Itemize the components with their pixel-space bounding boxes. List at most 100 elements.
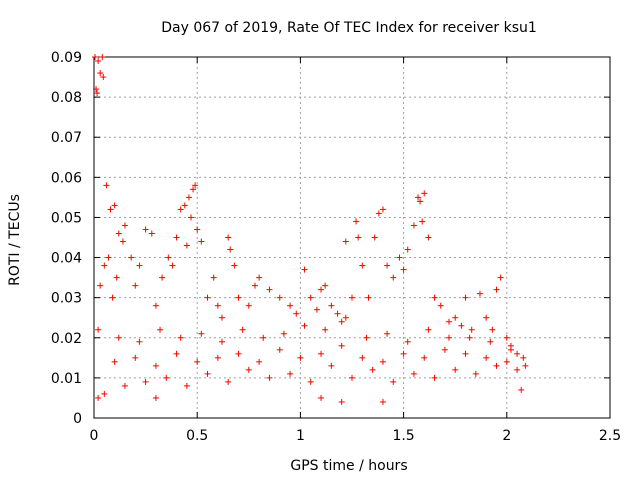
data-point bbox=[483, 354, 490, 361]
data-point bbox=[173, 234, 180, 241]
data-point bbox=[169, 262, 176, 269]
data-point bbox=[371, 234, 378, 241]
y-axis-label: ROTI / TECUs bbox=[7, 194, 23, 286]
chart-title: Day 067 of 2019, Rate Of TEC Index for r… bbox=[161, 20, 537, 36]
y-tick-label: 0.01 bbox=[51, 371, 82, 387]
data-point bbox=[177, 206, 184, 213]
data-point bbox=[359, 354, 366, 361]
data-point bbox=[328, 362, 335, 369]
data-point bbox=[293, 310, 300, 317]
data-point bbox=[152, 394, 159, 401]
data-point bbox=[95, 58, 102, 65]
data-point bbox=[355, 234, 362, 241]
data-point bbox=[136, 338, 143, 345]
data-point bbox=[194, 226, 201, 233]
data-point bbox=[100, 74, 107, 81]
data-point bbox=[400, 350, 407, 357]
data-point bbox=[95, 326, 102, 333]
data-point bbox=[113, 274, 120, 281]
x-tick-label: 0 bbox=[90, 428, 99, 444]
data-point bbox=[245, 302, 252, 309]
data-point bbox=[101, 390, 108, 397]
data-point bbox=[225, 234, 232, 241]
data-point bbox=[163, 374, 170, 381]
data-point bbox=[235, 294, 242, 301]
data-point bbox=[95, 394, 102, 401]
data-point bbox=[483, 314, 490, 321]
data-point bbox=[497, 274, 504, 281]
data-point bbox=[390, 378, 397, 385]
data-point bbox=[266, 374, 273, 381]
data-point bbox=[121, 222, 128, 229]
data-point bbox=[214, 302, 221, 309]
data-point bbox=[338, 398, 345, 405]
data-point bbox=[111, 202, 118, 209]
data-point bbox=[507, 342, 514, 349]
data-point bbox=[458, 322, 465, 329]
data-point bbox=[276, 346, 283, 353]
data-point bbox=[165, 254, 172, 261]
data-point bbox=[301, 322, 308, 329]
data-point bbox=[514, 366, 521, 373]
data-point bbox=[99, 54, 106, 60]
y-tick-label: 0.04 bbox=[51, 251, 82, 267]
data-point bbox=[425, 234, 432, 241]
y-tick-label: 0.05 bbox=[51, 210, 82, 226]
data-point bbox=[318, 394, 325, 401]
data-point bbox=[446, 318, 453, 325]
x-tick-label: 2.5 bbox=[599, 428, 621, 444]
data-point bbox=[404, 246, 411, 253]
data-point bbox=[218, 338, 225, 345]
y-tick-label: 0 bbox=[73, 411, 82, 427]
data-point bbox=[503, 334, 510, 341]
data-point bbox=[148, 230, 155, 237]
data-point bbox=[142, 378, 149, 385]
data-point bbox=[287, 370, 294, 377]
data-point bbox=[111, 358, 118, 365]
x-tick-label: 1 bbox=[296, 428, 305, 444]
data-point bbox=[198, 330, 205, 337]
y-axis: 0 0.01 0.02 0.03 0.04 0.05 0.06 0.07 0.08 0.09 bbox=[51, 50, 610, 427]
data-point bbox=[375, 210, 382, 217]
data-point bbox=[157, 326, 164, 333]
data-point bbox=[204, 294, 211, 301]
data-point bbox=[103, 182, 110, 189]
data-point bbox=[379, 358, 386, 365]
data-point bbox=[466, 334, 473, 341]
data-point bbox=[301, 266, 308, 273]
data-point bbox=[522, 362, 529, 369]
data-point bbox=[190, 186, 197, 193]
data-point bbox=[396, 254, 403, 261]
data-point bbox=[379, 206, 386, 213]
data-point bbox=[431, 294, 438, 301]
data-point bbox=[183, 382, 190, 389]
data-point bbox=[369, 366, 376, 373]
data-point bbox=[107, 206, 114, 213]
data-point bbox=[384, 330, 391, 337]
data-point bbox=[359, 262, 366, 269]
data-point bbox=[204, 370, 211, 377]
y-tick-label: 0.03 bbox=[51, 291, 82, 307]
data-point bbox=[476, 290, 483, 297]
data-point bbox=[280, 330, 287, 337]
data-point bbox=[452, 366, 459, 373]
data-point bbox=[152, 302, 159, 309]
data-point bbox=[192, 182, 199, 189]
data-point bbox=[318, 286, 325, 293]
data-point bbox=[92, 54, 99, 60]
data-point bbox=[342, 314, 349, 321]
data-point bbox=[342, 238, 349, 245]
data-point bbox=[441, 346, 448, 353]
data-point bbox=[462, 294, 469, 301]
data-point bbox=[487, 338, 494, 345]
data-point bbox=[338, 342, 345, 349]
data-point bbox=[468, 326, 475, 333]
y-tick-label: 0.09 bbox=[51, 50, 82, 66]
data-point bbox=[349, 294, 355, 301]
data-point bbox=[431, 374, 438, 381]
data-point bbox=[152, 362, 159, 369]
data-point bbox=[194, 358, 201, 365]
plot-frame bbox=[93, 56, 611, 419]
data-point bbox=[256, 358, 263, 365]
data-point bbox=[313, 306, 320, 313]
